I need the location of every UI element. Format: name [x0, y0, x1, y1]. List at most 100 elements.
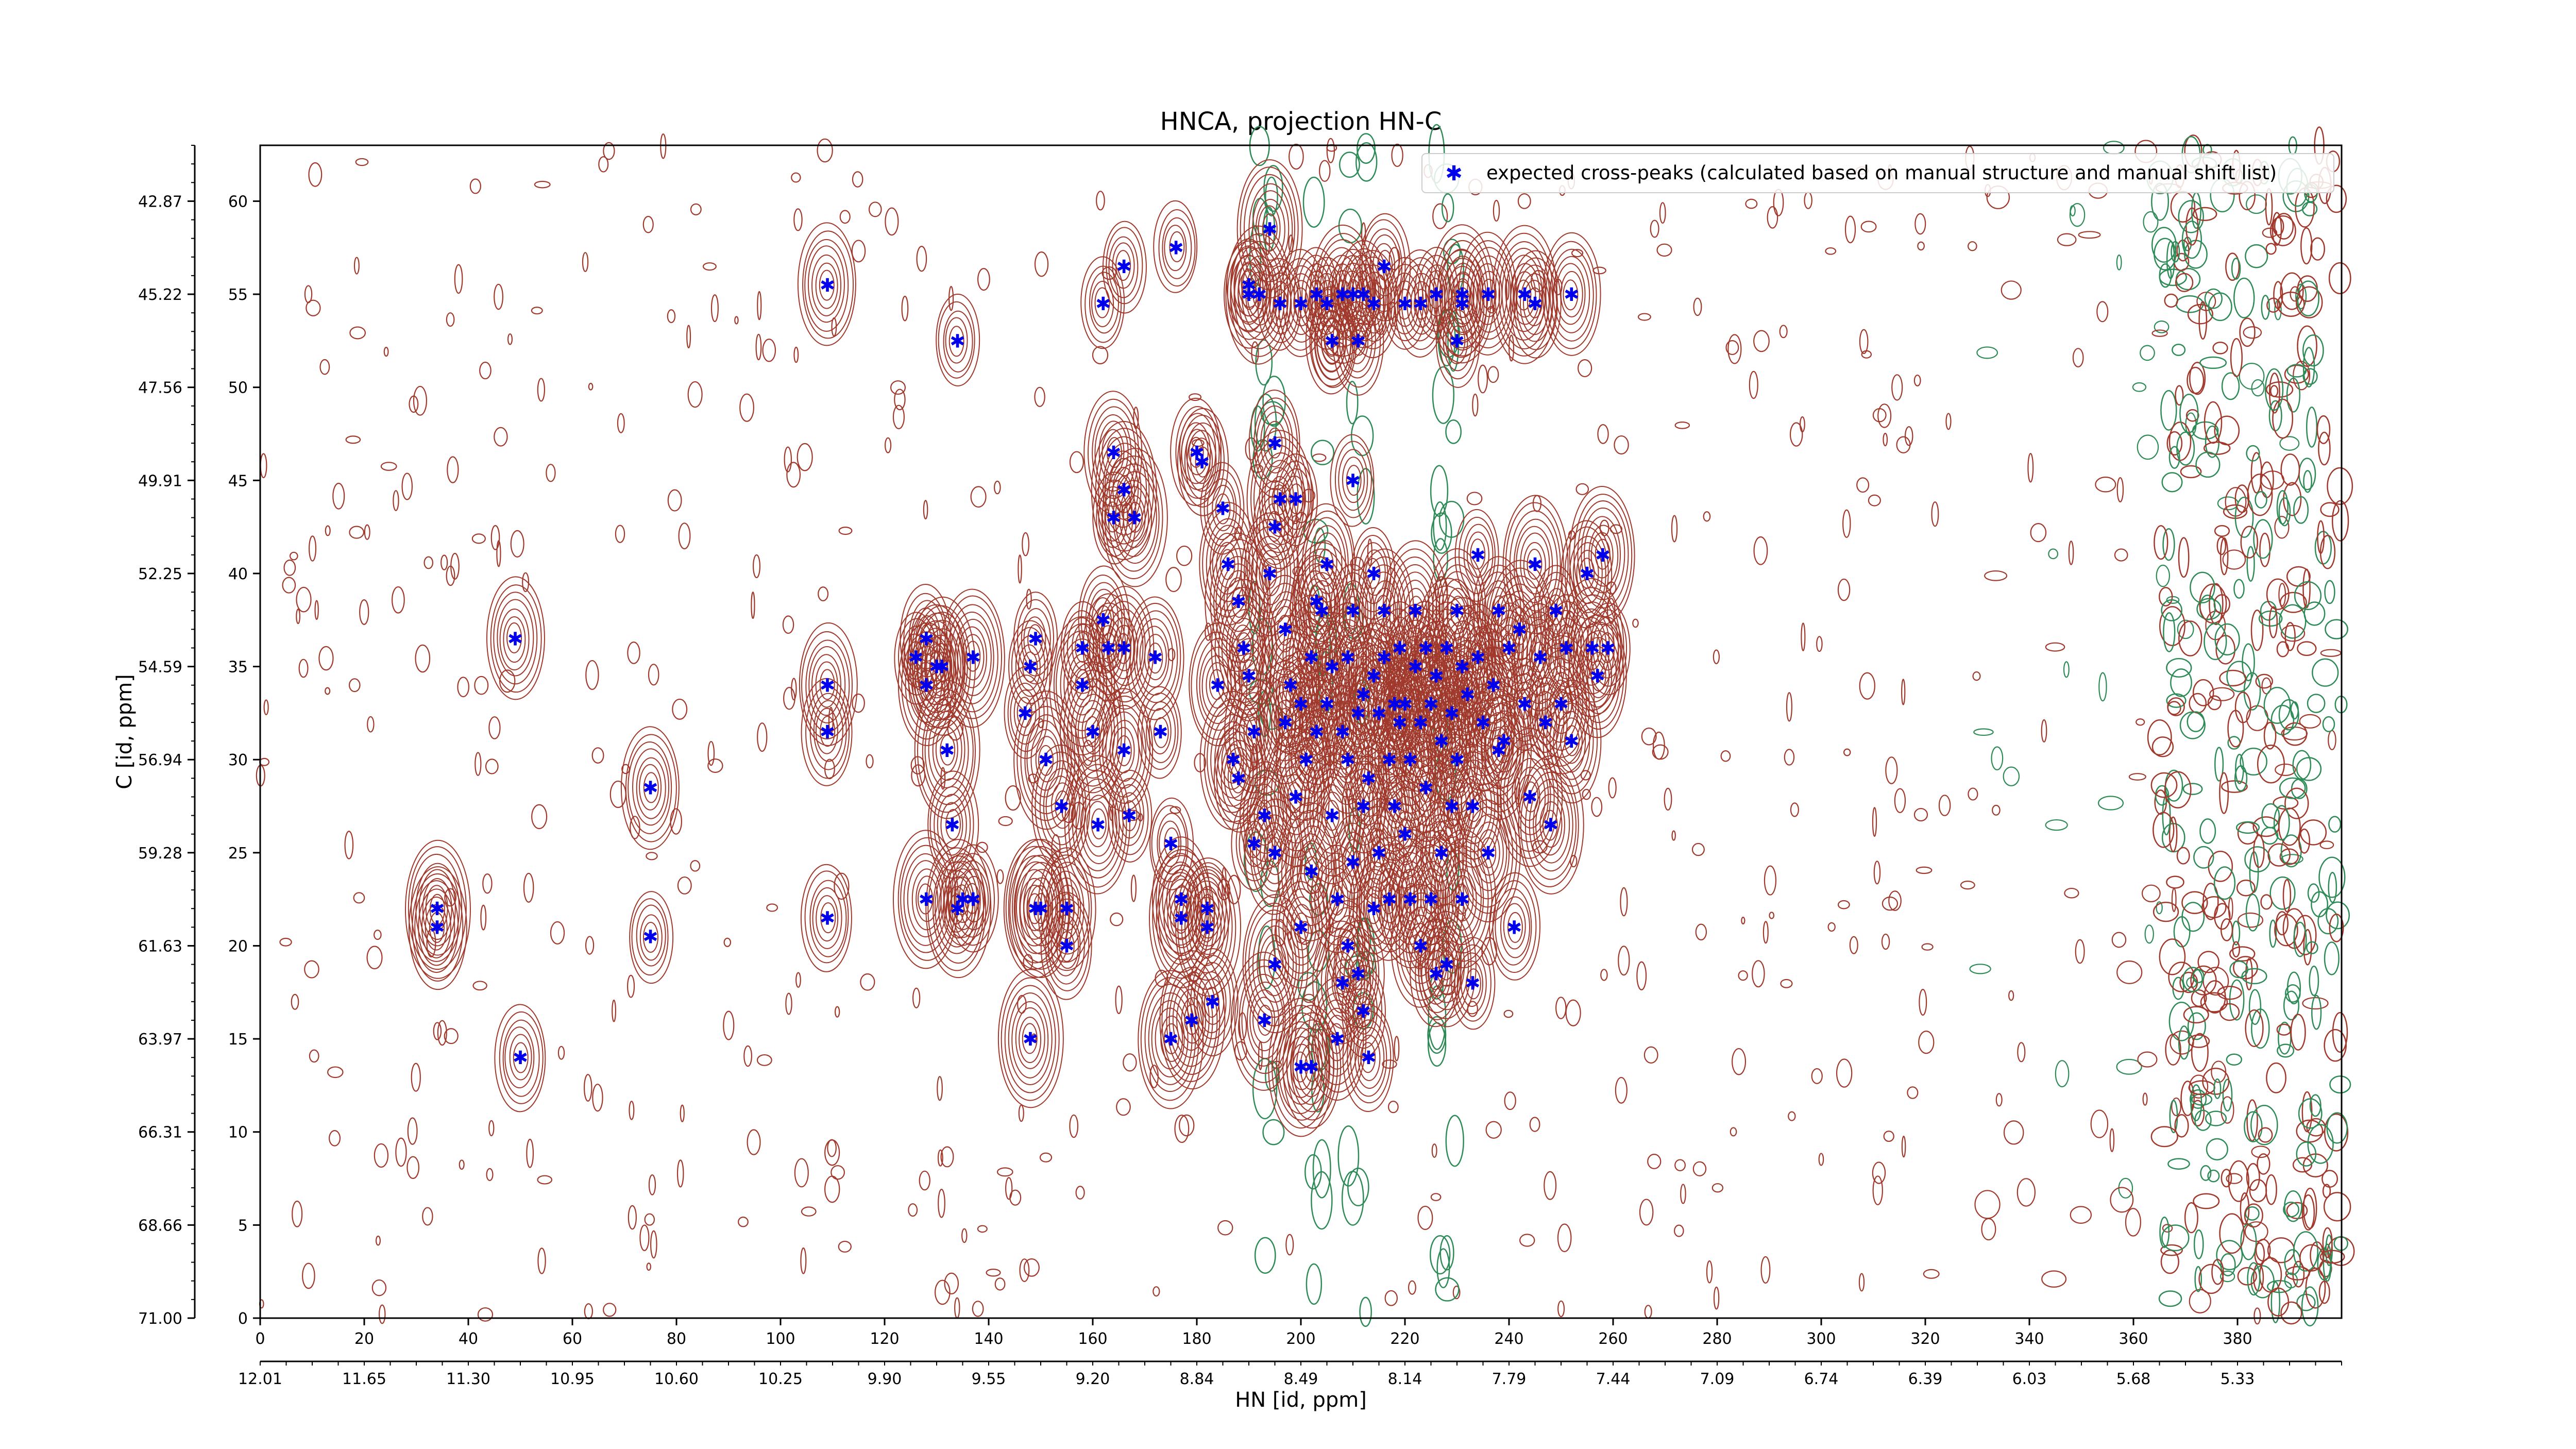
peak-contour [1233, 644, 1264, 706]
cross-peak-marker: ✱ [1449, 331, 1465, 352]
noise-contour [1801, 622, 1806, 651]
noise-contour [2156, 564, 2171, 587]
noise-contour [1799, 416, 1805, 433]
cross-peak-marker: ✱ [1028, 629, 1043, 650]
noise-contour [2175, 385, 2184, 406]
secondary-x-tick-label: 7.79 [1492, 1370, 1527, 1388]
peak-contour [1263, 420, 1286, 467]
peak-contour [1252, 919, 1297, 1012]
peak-contour [1506, 749, 1551, 843]
peak-contour [1108, 617, 1139, 679]
noise-contour [2048, 548, 2059, 560]
noise-contour [2280, 453, 2300, 486]
peak-contour [954, 618, 992, 696]
noise-contour [738, 1216, 749, 1227]
noise-contour [667, 309, 676, 324]
peak-contour [639, 764, 662, 811]
noise-contour [2302, 334, 2324, 367]
noise-contour [1960, 881, 1975, 890]
noise-contour [2114, 548, 2128, 562]
noise-contour [2319, 1250, 2345, 1264]
x-axis-label: HN [id, ppm] [1235, 1388, 1367, 1412]
peak-contour [945, 808, 961, 840]
negative-contour [1310, 440, 1335, 465]
peak-contour [1138, 970, 1204, 1109]
peak-contour [1109, 720, 1140, 782]
peak-contour [1379, 780, 1431, 889]
noise-contour [831, 1165, 845, 1180]
cross-peak-marker: ✱ [1314, 601, 1329, 622]
peak-contour [804, 239, 849, 332]
noise-contour [325, 525, 331, 536]
noise-contour [2166, 693, 2187, 708]
noise-contour [2278, 807, 2301, 846]
noise-contour [2279, 592, 2307, 613]
noise-contour [817, 138, 833, 163]
peak-contour [1370, 697, 1386, 728]
cross-peak-marker: ✱ [1439, 955, 1454, 976]
peak-contour [938, 870, 976, 948]
noise-contour [1749, 370, 1758, 399]
peak-contour [935, 861, 979, 954]
cross-peak-marker: ✱ [1517, 284, 1532, 306]
peak-contour [1473, 821, 1504, 884]
noise-contour [1382, 1059, 1397, 1069]
cross-peak-marker: ✱ [1340, 647, 1355, 668]
peak-contour [1059, 893, 1075, 924]
peak-contour [1170, 894, 1193, 940]
noise-contour [2194, 1266, 2202, 1292]
noise-contour [2219, 1003, 2240, 1021]
peak-contour [1529, 779, 1573, 872]
noise-contour [2137, 434, 2159, 460]
noise-contour [1745, 198, 1758, 209]
noise-contour [2003, 766, 2020, 786]
noise-contour [2270, 1281, 2281, 1323]
cross-peak-marker: ✱ [1460, 685, 1475, 706]
noise-contour [2250, 452, 2262, 494]
noise-contour [734, 316, 739, 325]
noise-contour [2180, 465, 2202, 479]
noise-contour [2137, 1051, 2158, 1068]
noise-contour [791, 172, 801, 183]
noise-contour [648, 664, 659, 686]
peak-contour [1489, 710, 1520, 772]
noise-contour [2171, 887, 2177, 913]
cross-peak-marker: ✱ [1361, 1048, 1376, 1069]
peak-contour [1230, 762, 1246, 794]
noise-contour [2246, 194, 2267, 214]
noise-contour [2111, 932, 2127, 948]
peak-contour [997, 969, 1064, 1108]
noise-contour [1644, 1305, 1652, 1319]
noise-contour [2206, 1138, 2228, 1160]
negative-contour [1436, 1248, 1450, 1288]
noise-contour [2017, 1042, 2026, 1063]
peak-contour [1527, 548, 1543, 580]
cross-peak-marker: ✱ [1236, 638, 1251, 659]
noise-contour [2324, 580, 2335, 604]
noise-contour [1069, 1114, 1079, 1138]
peak-contour [1070, 661, 1093, 707]
noise-contour [359, 599, 369, 625]
peak-contour [408, 846, 467, 970]
negative-contour [1337, 1125, 1360, 1187]
x-tick-label: 120 [870, 1330, 899, 1348]
noise-contour [2328, 871, 2337, 903]
peak-contour [1015, 1007, 1045, 1069]
peak-contour [1207, 478, 1237, 541]
noise-contour [1913, 807, 1928, 822]
peak-contour [1432, 557, 1484, 665]
noise-contour [2296, 286, 2323, 318]
noise-contour [2284, 1190, 2302, 1222]
noise-contour [2027, 452, 2034, 483]
noise-contour [2226, 661, 2252, 693]
noise-contour [1509, 334, 1515, 362]
noise-contour [383, 347, 389, 357]
noise-contour [2245, 244, 2268, 268]
peak-contour [1084, 265, 1122, 343]
noise-contour [2290, 286, 2300, 302]
peak-contour [1123, 495, 1146, 542]
noise-contour [2116, 1058, 2142, 1075]
peak-contour [418, 888, 455, 966]
noise-contour [523, 872, 534, 903]
noise-contour [1921, 943, 1934, 951]
